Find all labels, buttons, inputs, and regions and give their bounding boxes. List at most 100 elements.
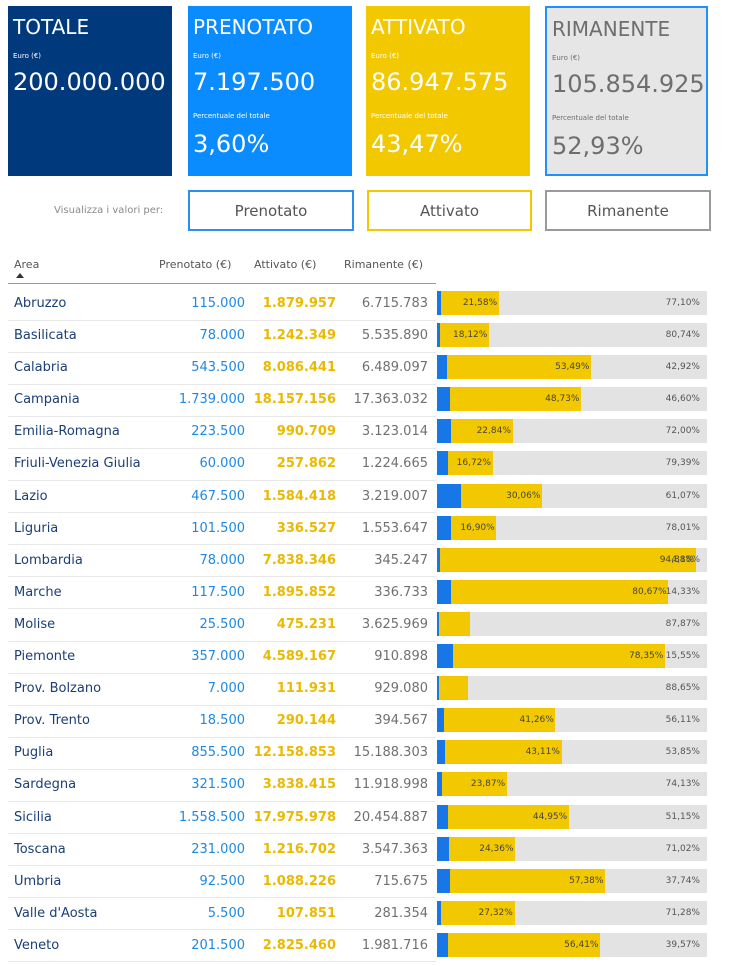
cell-prenotato: 467.500 (191, 488, 245, 504)
table-row[interactable]: Lazio 467.500 1.584.418 3.219.007 30,06% 61,0… (0, 481, 733, 514)
row-divider (8, 897, 436, 899)
bar-attivato (450, 579, 669, 604)
row-divider (8, 544, 436, 546)
cell-rimanente: 6.715.783 (361, 296, 428, 311)
bar-attivato (450, 515, 497, 540)
header-divider (8, 283, 436, 284)
cell-prenotato: 1.558.500 (178, 809, 245, 825)
card-totale: TOTALE Euro (€) 200.000.000 (8, 6, 172, 176)
bar-attivato (438, 676, 468, 701)
card-totale-euro-value: 200.000.000 (13, 68, 166, 96)
bar-rimanente-label: 14,33% (665, 586, 700, 597)
bar-attivato-label: 57,38% (569, 875, 604, 886)
cell-area: Emilia-Romagna (14, 424, 120, 440)
bar-attivato-label: 30,06% (506, 490, 541, 501)
cell-area: Sicilia (14, 809, 52, 825)
table-row[interactable]: Puglia 855.500 12.158.853 15.188.303 43,11% 5… (0, 737, 733, 770)
filter-rimanente-button[interactable]: Rimanente (545, 190, 711, 231)
header-prenotato[interactable]: Prenotato (€) (159, 258, 232, 271)
table-row[interactable]: Marche 117.500 1.895.852 336.733 80,67% 14,33… (0, 577, 733, 610)
row-divider (8, 512, 436, 514)
bar-attivato-label: 41,26% (519, 715, 554, 726)
card-attivato-title: ATTIVATO (371, 15, 466, 39)
filter-prenotato-button[interactable]: Prenotato (188, 190, 354, 231)
table-row[interactable]: Prov. Bolzano 7.000 111.931 929.080 88,65% (0, 673, 733, 706)
bar-attivato-label: 27,32% (478, 907, 513, 918)
cell-attivato: 1.895.852 (262, 584, 336, 600)
card-rimanente-pct-label: Percentuale del totale (552, 114, 629, 122)
bar-attivato-label: 78,35% (629, 651, 664, 662)
cell-area: Veneto (14, 937, 60, 953)
bar-rimanente-label: 88,65% (665, 683, 700, 694)
cell-attivato: 8.086.441 (262, 360, 336, 376)
cell-prenotato: 357.000 (191, 649, 245, 665)
cell-rimanente: 11.918.998 (353, 777, 428, 793)
table-row[interactable]: Prov. Trento 18.500 290.144 394.567 41,26% 56… (0, 705, 733, 738)
header-attivato[interactable]: Attivato (€) (254, 258, 317, 271)
table-row[interactable]: Emilia-Romagna 223.500 990.709 3.123.014 22,… (0, 416, 733, 449)
cell-rimanente: 5.535.890 (361, 328, 428, 344)
bar-attivato (444, 708, 556, 733)
bar-rimanente-label: 61,07% (665, 490, 700, 501)
cell-prenotato: 25.500 (199, 616, 246, 632)
table-row[interactable]: Toscana 231.000 1.216.702 3.547.363 24,36% 71… (0, 834, 733, 867)
table-row[interactable]: Molise 25.500 475.231 3.625.969 87,87% (0, 609, 733, 642)
table-row[interactable]: Sardegna 321.500 3.838.415 11.918.998 23,87%… (0, 769, 733, 802)
cell-rimanente: 3.219.007 (361, 488, 428, 504)
table-row[interactable]: Lombardia 78.000 7.838.346 345.247 94,88% 4,1… (0, 545, 733, 578)
card-rimanente-euro-value: 105.854.925 (552, 70, 705, 98)
row-divider (8, 704, 436, 706)
bar-attivato (447, 451, 493, 476)
header-area[interactable]: Area (14, 258, 40, 271)
bar-attivato (445, 740, 562, 765)
cell-prenotato: 201.500 (191, 937, 245, 953)
bar-rimanente-label: 71,28% (665, 907, 700, 918)
table-row[interactable]: Sicilia 1.558.500 17.975.978 20.454.887 44,9… (0, 802, 733, 835)
bar-attivato (449, 387, 582, 412)
cell-area: Piemonte (14, 649, 76, 665)
table-row[interactable]: Friuli-Venezia Giulia 60.000 257.862 1.224.… (0, 448, 733, 482)
cell-attivato: 3.838.415 (262, 777, 336, 793)
cell-rimanente: 715.675 (374, 873, 428, 889)
cell-prenotato: 101.500 (191, 520, 245, 536)
cell-prenotato: 543.500 (191, 360, 245, 376)
cell-attivato: 257.862 (276, 456, 336, 472)
bar-prenotato (437, 772, 443, 797)
sort-ascending-icon (16, 273, 24, 278)
table-row[interactable]: Umbria 92.500 1.088.226 715.675 57,38% 37,74% (0, 866, 733, 899)
cell-prenotato: 223.500 (191, 424, 245, 440)
bar-attivato-label: 16,72% (456, 458, 491, 469)
table-row[interactable]: Calabria 543.500 8.086.441 6.489.097 53,49% 4… (0, 352, 733, 385)
cell-rimanente: 929.080 (374, 681, 428, 697)
cell-area: Lazio (14, 488, 48, 504)
cell-area: Calabria (14, 360, 68, 376)
bar-attivato-label: 18,12% (453, 330, 488, 341)
bar-prenotato (437, 387, 450, 412)
card-attivato: ATTIVATO Euro (€) 86.947.575 Percentuale… (366, 6, 530, 176)
cell-rimanente: 6.489.097 (361, 360, 428, 376)
bar-attivato (440, 291, 499, 315)
bar-attivato (440, 323, 489, 348)
table-row[interactable]: Piemonte 357.000 4.589.167 910.898 78,35% 15,… (0, 641, 733, 674)
table-row[interactable]: Abruzzo 115.000 1.879.957 6.715.783 21,58% 77… (0, 288, 733, 321)
bar-attivato-label: 56,41% (564, 939, 599, 950)
table-row[interactable]: Campania 1.739.000 18.157.156 17.363.032 48,… (0, 384, 733, 417)
bar-rimanente-label: 56,11% (665, 715, 700, 726)
table-row[interactable]: Valle d'Aosta 5.500 107.851 281.354 27,32% 71… (0, 898, 733, 931)
table-row[interactable]: Basilicata 78.000 1.242.349 5.535.890 18,12%… (0, 320, 733, 353)
filter-attivato-button[interactable]: Attivato (367, 190, 532, 231)
header-rimanente[interactable]: Rimanente (€) (344, 258, 424, 271)
bar-attivato-label: 43,11% (525, 747, 560, 758)
bar-rimanente-label: 42,92% (665, 362, 700, 373)
card-rimanente-euro-label: Euro (€) (552, 54, 581, 62)
row-divider (8, 447, 436, 449)
card-prenotato-euro-value: 7.197.500 (193, 68, 316, 96)
bar-rimanente (437, 611, 707, 636)
card-totale-euro-label: Euro (€) (13, 52, 42, 60)
table-row[interactable]: Veneto 201.500 2.825.460 1.981.716 56,41% 39,… (0, 930, 733, 963)
card-attivato-euro-value: 86.947.575 (371, 68, 509, 96)
bar-attivato (438, 611, 470, 636)
table-row[interactable]: Liguria 101.500 336.527 1.553.647 16,90% 78,0… (0, 513, 733, 546)
card-rimanente[interactable]: RIMANENTE Euro (€) 105.854.925 Percentua… (545, 6, 708, 176)
bar-attivato-label: 21,58% (462, 298, 498, 308)
